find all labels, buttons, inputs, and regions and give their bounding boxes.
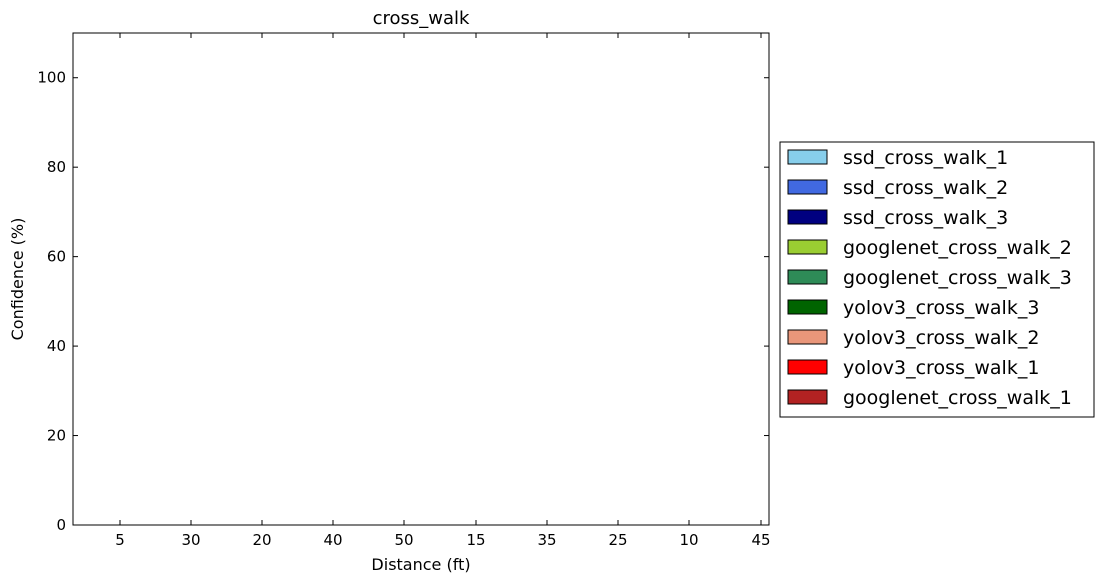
legend-swatch <box>787 239 828 255</box>
x-tick-label: 15 <box>466 531 485 549</box>
y-tick-label: 0 <box>56 516 66 534</box>
y-tick-label: 20 <box>47 427 66 445</box>
x-tick-label: 10 <box>679 531 698 549</box>
legend-label: googlenet_cross_walk_2 <box>843 237 1072 259</box>
y-tick-label: 40 <box>47 337 66 355</box>
legend-label: yolov3_cross_walk_1 <box>843 357 1039 379</box>
legend-swatch <box>787 389 828 405</box>
legend-label: yolov3_cross_walk_2 <box>843 327 1039 349</box>
legend-label: ssd_cross_walk_1 <box>843 147 1008 169</box>
y-tick-label: 60 <box>47 248 66 266</box>
legend-swatch <box>787 299 828 315</box>
x-tick-label: 20 <box>252 531 271 549</box>
legend-swatch <box>787 269 828 285</box>
legend-label: yolov3_cross_walk_3 <box>843 297 1039 319</box>
legend: ssd_cross_walk_1 ssd_cross_walk_2 ssd_cros… <box>779 141 1095 418</box>
x-tick-label: 5 <box>115 531 125 549</box>
chart-title: cross_walk <box>373 8 470 29</box>
legend-swatch <box>787 149 828 165</box>
x-tick-label: 45 <box>751 531 770 549</box>
legend-label: ssd_cross_walk_2 <box>843 177 1008 199</box>
legend-label: googlenet_cross_walk_1 <box>843 387 1072 409</box>
y-tick-label: 80 <box>47 158 66 176</box>
legend-label: ssd_cross_walk_3 <box>843 207 1008 229</box>
ticks-group: 5 30 20 40 50 15 35 25 10 45 0 20 40 60 80 100 <box>37 33 771 549</box>
x-tick-label: 25 <box>608 531 627 549</box>
y-tick-label: 100 <box>37 69 66 87</box>
legend-label: googlenet_cross_walk_3 <box>843 267 1072 289</box>
x-tick-label: 40 <box>323 531 342 549</box>
y-axis-label: Confidence (%) <box>8 218 27 341</box>
x-axis-label: Distance (ft) <box>371 555 470 574</box>
legend-frame <box>779 141 1095 418</box>
legend-swatch <box>787 359 828 375</box>
x-tick-label: 50 <box>394 531 413 549</box>
x-tick-label: 30 <box>181 531 200 549</box>
x-tick-label: 35 <box>537 531 556 549</box>
legend-swatch <box>787 209 828 225</box>
plot-frame <box>72 32 770 526</box>
legend-swatch <box>787 329 828 345</box>
legend-swatch <box>787 179 828 195</box>
